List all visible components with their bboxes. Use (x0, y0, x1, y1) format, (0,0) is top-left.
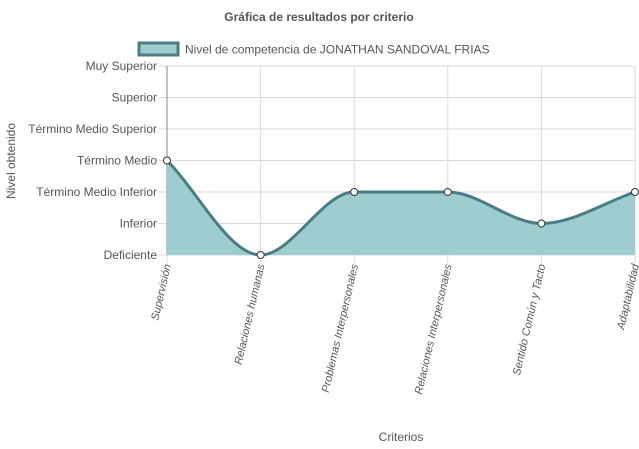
y-tick-label: Término Medio (77, 154, 157, 168)
y-tick-label: Inferior (120, 217, 157, 231)
x-tick-label: Adaptabilidad (615, 262, 639, 331)
y-axis-label: Nivel obtenido (4, 123, 18, 199)
data-points (163, 156, 639, 259)
y-tick-label: Término Medio Inferior (36, 185, 157, 199)
legend-label: Nivel de competencia de JONATHAN SANDOVA… (185, 43, 490, 57)
data-point[interactable] (537, 219, 546, 228)
x-axis-label: Criterios (379, 430, 424, 444)
data-point[interactable] (631, 188, 639, 196)
legend-swatch (137, 41, 180, 57)
y-tick-label: Superior (112, 91, 157, 105)
plot-area (165, 159, 636, 257)
data-point[interactable] (256, 251, 265, 259)
x-axis-ticks: Supervisión Relaciones humanas Problemas I… (149, 262, 639, 395)
series-line (165, 159, 636, 257)
chart-title: Gráfica de resultados por criterio (224, 10, 413, 24)
x-tick-label: Sentido Común y Tacto (511, 263, 548, 377)
x-tick-label: Relaciones humanas (233, 262, 268, 365)
data-point[interactable] (163, 156, 171, 165)
y-tick-label: Deficiente (104, 248, 158, 262)
y-tick-label: Término Medio Superior (28, 122, 157, 136)
y-axis-ticks: Deficiente Inferior Término Medio Inferior… (28, 59, 157, 262)
y-tick-label: Muy Superior (86, 59, 157, 73)
x-tick-label: Problemas Interpersonales (320, 262, 361, 393)
legend[interactable]: Nivel de competencia de JONATHAN SANDOVA… (137, 41, 490, 57)
x-tick-label: Relaciones Interpersonales (413, 263, 455, 396)
data-point[interactable] (443, 188, 452, 196)
x-tick-label: Supervisión (149, 263, 174, 322)
series-area-fill (167, 160, 635, 255)
data-point[interactable] (350, 188, 359, 196)
